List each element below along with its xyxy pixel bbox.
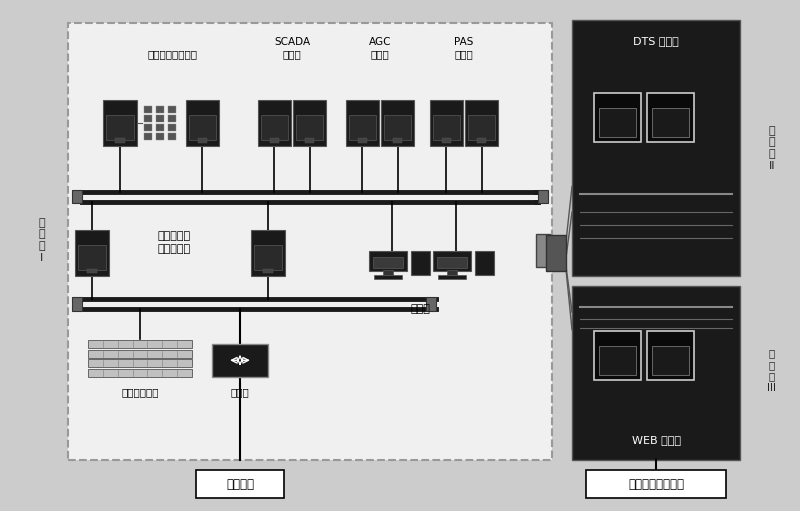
Bar — [155, 133, 165, 140]
Bar — [465, 100, 498, 146]
Bar — [369, 251, 407, 271]
Text: 商用数据库服务器: 商用数据库服务器 — [147, 49, 197, 59]
Bar — [103, 100, 137, 146]
Bar — [270, 138, 279, 143]
Bar — [599, 345, 636, 375]
Text: AGC
服务器: AGC 服务器 — [369, 37, 391, 59]
Bar — [251, 230, 285, 276]
Bar — [196, 470, 284, 498]
Bar — [374, 275, 402, 279]
Bar — [438, 275, 466, 279]
Bar — [652, 107, 689, 136]
Bar — [647, 93, 694, 142]
Bar — [393, 138, 402, 143]
Bar — [144, 133, 153, 140]
Bar — [263, 269, 273, 273]
Bar — [546, 235, 566, 271]
Bar — [599, 107, 636, 136]
Bar — [186, 100, 219, 146]
Bar — [254, 245, 282, 270]
Bar — [198, 138, 207, 143]
Bar — [261, 115, 288, 140]
Bar — [475, 251, 494, 275]
Bar — [144, 115, 153, 122]
Text: DTS 子系统: DTS 子系统 — [633, 36, 679, 46]
Text: SCADA
服务器: SCADA 服务器 — [274, 37, 310, 59]
Bar — [293, 100, 326, 146]
Bar — [381, 100, 414, 146]
Bar — [477, 138, 486, 143]
Bar — [168, 133, 177, 140]
Bar — [358, 138, 367, 143]
Bar — [115, 138, 125, 143]
Bar — [384, 115, 411, 140]
Bar — [78, 245, 106, 270]
Bar — [168, 124, 177, 131]
Bar — [433, 251, 471, 271]
Bar — [296, 115, 323, 140]
Bar — [349, 115, 376, 140]
Bar — [155, 106, 165, 112]
Bar — [430, 100, 463, 146]
Bar — [652, 345, 689, 375]
Bar — [168, 115, 177, 122]
Bar — [168, 106, 177, 112]
Bar — [437, 257, 467, 268]
Text: 企业管理信息系统: 企业管理信息系统 — [628, 478, 684, 491]
Bar — [572, 20, 740, 276]
Bar — [373, 257, 403, 268]
Bar — [144, 124, 153, 131]
Bar — [442, 138, 451, 143]
Text: 安
全
区
I: 安 全 区 I — [38, 218, 45, 263]
Bar — [538, 190, 548, 203]
Bar — [572, 286, 740, 460]
Bar — [144, 106, 153, 112]
Text: 数据采集与
通讯子系统: 数据采集与 通讯子系统 — [158, 231, 191, 254]
Bar — [536, 234, 550, 267]
Text: 安
全
区
III: 安 全 区 III — [767, 348, 777, 393]
Bar — [155, 124, 165, 131]
Text: 工作站: 工作站 — [410, 304, 430, 314]
Bar — [68, 23, 552, 460]
Bar — [72, 297, 82, 311]
Bar — [346, 100, 379, 146]
Bar — [594, 93, 641, 142]
Bar — [88, 359, 192, 367]
Bar — [383, 270, 393, 275]
Bar — [433, 115, 460, 140]
Bar — [189, 115, 216, 140]
Bar — [594, 331, 641, 380]
Text: 安
全
区
II: 安 全 区 II — [769, 126, 775, 171]
Bar — [647, 331, 694, 380]
Bar — [212, 344, 268, 377]
Bar — [87, 269, 97, 273]
Bar — [411, 251, 430, 275]
Bar — [426, 297, 436, 311]
Bar — [447, 270, 457, 275]
Bar — [305, 138, 314, 143]
Bar — [468, 115, 495, 140]
Bar — [88, 369, 192, 377]
Bar — [258, 100, 291, 146]
Bar — [72, 190, 82, 203]
Text: 串行通讯设备: 串行通讯设备 — [122, 387, 158, 397]
Text: 路由器: 路由器 — [230, 387, 250, 397]
Text: PAS
服务器: PAS 服务器 — [454, 37, 474, 59]
Bar — [106, 115, 134, 140]
Bar — [155, 115, 165, 122]
Bar — [586, 470, 726, 498]
Bar — [88, 350, 192, 358]
Bar — [88, 340, 192, 348]
Bar — [75, 230, 109, 276]
Text: WEB 子系统: WEB 子系统 — [631, 434, 681, 445]
Text: 采集模块: 采集模块 — [226, 478, 254, 491]
